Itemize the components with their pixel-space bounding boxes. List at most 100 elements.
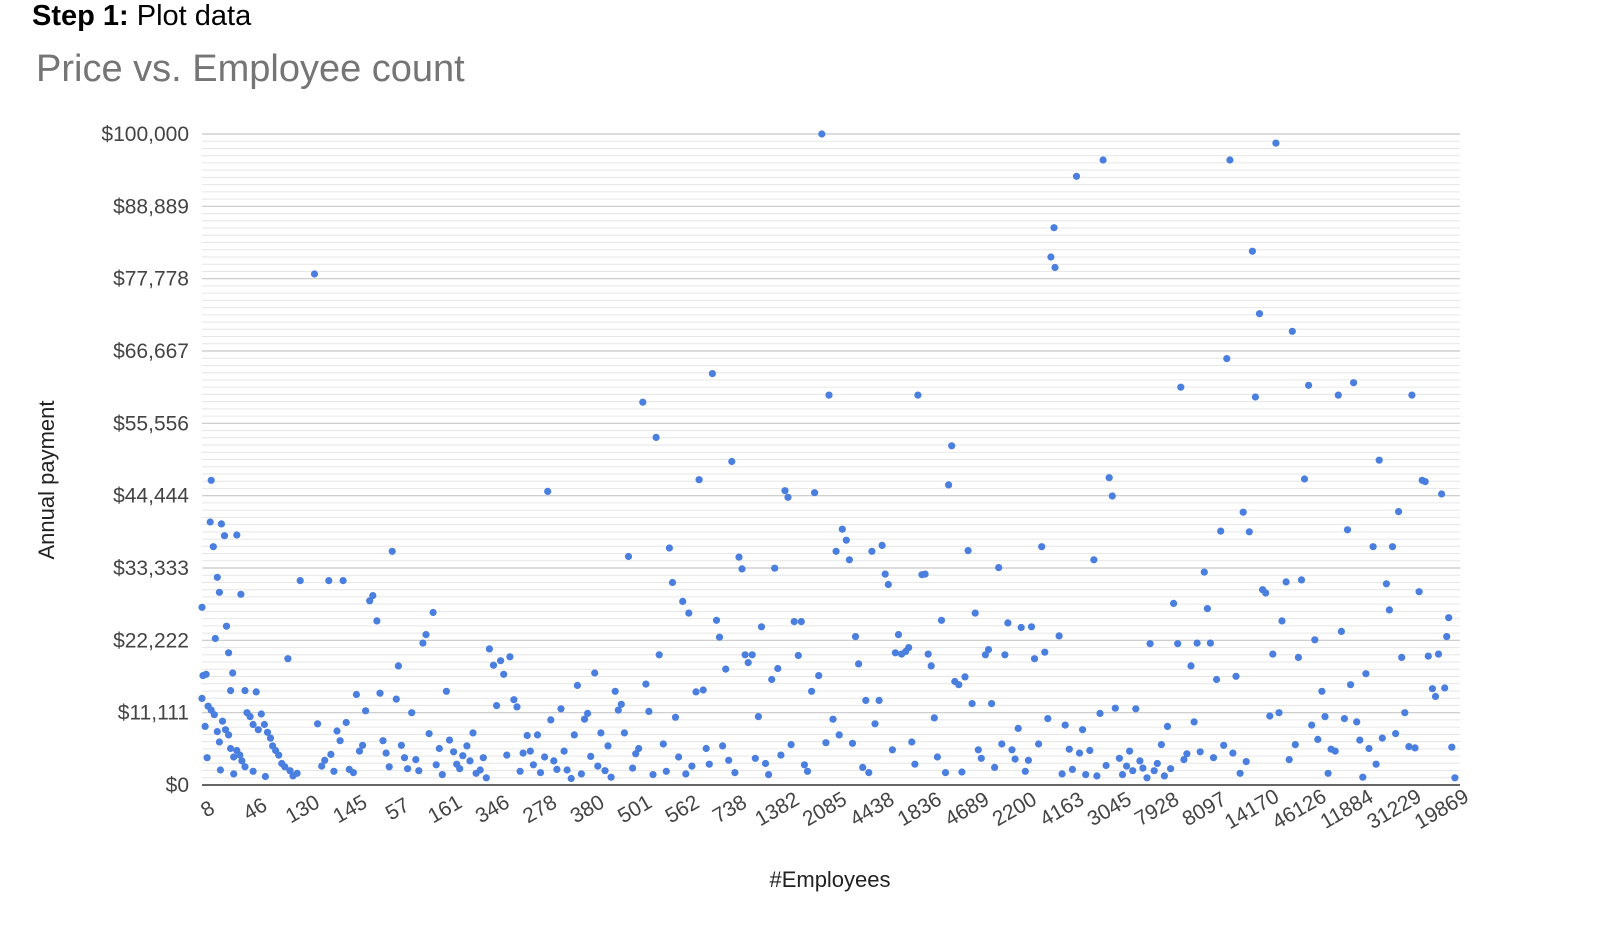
- data-point: [1285, 756, 1293, 764]
- y-tick-label: $100,000: [101, 123, 189, 146]
- data-point: [811, 489, 819, 497]
- data-point: [1108, 492, 1116, 500]
- data-point: [318, 762, 326, 770]
- data-point: [339, 577, 347, 585]
- x-axis-ticks: 8 46 130 145 57 161 346 278 380 501 562 738 13822085…: [197, 785, 1473, 834]
- data-point: [1405, 743, 1413, 751]
- data-point: [1051, 263, 1059, 272]
- data-point: [238, 757, 246, 765]
- data-point: [1262, 589, 1270, 597]
- data-point: [560, 747, 568, 755]
- data-point: [296, 577, 304, 585]
- y-tick-label: $22,222: [113, 629, 189, 652]
- data-point: [336, 737, 344, 745]
- data-point: [1174, 640, 1182, 648]
- data-point: [221, 726, 230, 734]
- data-point: [394, 662, 402, 670]
- data-point: [404, 765, 412, 773]
- x-tick-label: 161: [424, 791, 466, 828]
- data-point: [862, 696, 870, 705]
- data-point: [1139, 764, 1147, 772]
- data-point: [1398, 653, 1406, 662]
- data-point: [213, 573, 221, 581]
- data-point: [1115, 754, 1123, 762]
- data-point: [629, 764, 637, 772]
- data-point: [1086, 746, 1094, 755]
- data-point: [744, 659, 752, 667]
- data-point: [230, 770, 238, 778]
- x-tick-label: 4438: [846, 788, 898, 831]
- data-point: [286, 767, 294, 775]
- data-point: [1160, 772, 1168, 780]
- data-point: [822, 739, 830, 747]
- data-point: [215, 738, 223, 746]
- data-point: [1255, 310, 1264, 318]
- data-point: [1388, 543, 1397, 551]
- data-point: [1075, 749, 1084, 757]
- data-point: [293, 769, 301, 777]
- x-tick-label: 738: [709, 791, 751, 828]
- data-point: [884, 580, 892, 589]
- data-point: [741, 651, 749, 659]
- data-point: [529, 761, 538, 769]
- data-point: [1314, 735, 1322, 744]
- data-point: [1438, 490, 1446, 498]
- data-point: [652, 433, 660, 441]
- data-point: [1163, 722, 1172, 731]
- data-point: [1408, 391, 1416, 399]
- data-point: [851, 633, 860, 641]
- data-point: [1187, 662, 1195, 670]
- data-point: [225, 731, 233, 739]
- y-tick-label: $88,889: [113, 195, 189, 218]
- y-tick-label: $66,667: [113, 340, 189, 363]
- data-point: [1424, 652, 1432, 660]
- data-point: [246, 713, 254, 721]
- data-point: [1448, 743, 1456, 751]
- data-point: [1421, 478, 1429, 486]
- data-point: [533, 731, 542, 739]
- data-point: [327, 750, 335, 759]
- y-axis-ticks: $0 $11,111 $22,222 $33,333 $44,444 $55,556 $66…: [101, 123, 189, 797]
- data-point: [1365, 744, 1373, 753]
- data-point: [1014, 724, 1022, 733]
- data-point: [236, 751, 244, 759]
- step-label: Step 1:: [32, 0, 129, 32]
- data-point: [842, 536, 850, 544]
- data-point: [526, 747, 534, 755]
- x-tick-label: 57: [382, 794, 414, 826]
- data-point: [577, 770, 586, 778]
- data-point: [865, 769, 873, 777]
- data-point: [422, 631, 430, 639]
- data-point: [333, 727, 341, 735]
- data-point: [1356, 736, 1364, 744]
- data-point: [818, 130, 826, 138]
- y-tick-label: $0: [166, 774, 189, 797]
- x-tick-label: 11884: [1316, 785, 1377, 833]
- data-point: [1143, 774, 1151, 782]
- data-point: [668, 578, 677, 587]
- data-point: [1248, 247, 1256, 255]
- data-point: [905, 644, 913, 652]
- x-tick-label: 1382: [751, 788, 803, 831]
- data-point: [1443, 633, 1451, 641]
- data-point: [712, 616, 721, 624]
- data-point: [198, 603, 206, 611]
- data-point: [1415, 588, 1423, 596]
- data-point: [1288, 327, 1296, 335]
- data-point: [580, 715, 589, 723]
- data-point: [222, 622, 231, 630]
- data-point: [252, 688, 260, 696]
- data-point: [1385, 606, 1393, 614]
- data-point: [1340, 715, 1348, 723]
- data-point: [536, 769, 545, 777]
- data-point: [1111, 704, 1119, 712]
- data-point: [968, 700, 976, 708]
- data-point: [400, 754, 409, 762]
- data-point: [1099, 156, 1107, 164]
- data-point: [838, 525, 846, 533]
- x-tick-label: 4689: [941, 788, 993, 831]
- data-point: [544, 487, 552, 495]
- data-point: [1196, 748, 1204, 756]
- data-point: [914, 391, 922, 399]
